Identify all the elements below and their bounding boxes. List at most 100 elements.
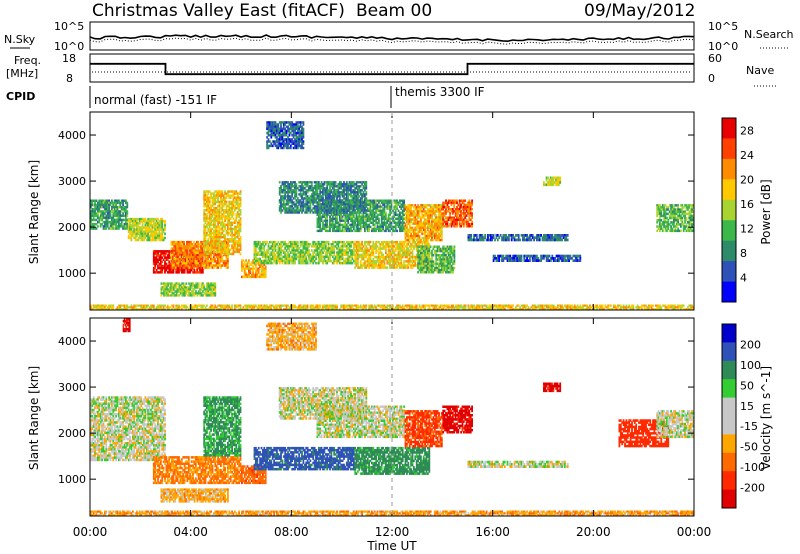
heatmap-cell xyxy=(203,250,206,254)
heatmap-cell xyxy=(248,259,250,262)
heatmap-cell xyxy=(306,259,309,263)
heatmap-cell xyxy=(262,267,264,270)
heatmap-cell xyxy=(333,213,336,216)
heatmap-cell xyxy=(222,204,225,208)
heatmap-cell xyxy=(235,242,238,245)
heatmap-cell xyxy=(301,261,303,265)
heatmap-cell xyxy=(217,240,219,243)
heatmap-cell xyxy=(125,205,127,209)
heatmap-cell xyxy=(164,226,166,229)
heatmap-cell xyxy=(195,245,198,248)
heatmap-cell xyxy=(302,247,305,250)
heatmap-cell xyxy=(303,253,306,256)
heatmap-cell xyxy=(191,264,194,267)
heatmap-cell xyxy=(208,227,211,231)
heatmap-cell xyxy=(136,228,138,231)
heatmap-cell xyxy=(169,269,172,272)
heatmap-cell xyxy=(323,245,326,248)
heatmap-cell xyxy=(190,245,193,248)
heatmap-cell xyxy=(347,240,350,244)
heatmap-cell xyxy=(201,243,204,246)
heatmap-cell xyxy=(227,244,229,247)
heatmap-cell xyxy=(329,215,331,218)
heatmap-cell xyxy=(210,213,212,216)
heatmap-cell xyxy=(231,238,233,241)
heatmap-cell xyxy=(273,247,275,250)
heatmap-cell xyxy=(112,223,115,226)
heatmap-cell xyxy=(289,251,292,254)
heatmap-cell xyxy=(217,250,219,254)
heatmap-cell xyxy=(245,265,247,268)
heatmap-cell xyxy=(259,247,261,250)
heatmap-cell xyxy=(289,243,292,246)
heatmap-cell xyxy=(221,190,224,193)
heatmap-cell xyxy=(221,240,224,244)
heatmap-cell xyxy=(347,227,350,231)
heatmap-cell xyxy=(91,225,94,228)
heatmap-cell xyxy=(228,202,231,206)
heatmap-cell xyxy=(197,257,200,261)
heatmap-cell xyxy=(151,230,154,233)
heatmap-cell xyxy=(188,288,190,291)
heatmap-cell xyxy=(267,255,270,259)
heatmap-cell xyxy=(288,249,291,252)
heatmap-cell xyxy=(155,238,158,242)
heatmap-cell xyxy=(299,243,302,246)
heatmap-cell xyxy=(288,259,291,263)
heatmap-cell xyxy=(197,240,200,244)
heatmap-cell xyxy=(299,257,302,261)
heatmap-cell xyxy=(229,223,232,227)
heatmap-cell xyxy=(134,220,137,223)
heatmap-cell xyxy=(295,240,298,244)
heatmap-cell xyxy=(193,286,196,289)
heatmap-cell xyxy=(131,234,134,238)
heatmap-cell xyxy=(185,292,188,295)
heatmap-cell xyxy=(113,199,116,202)
heatmap-cell xyxy=(90,216,92,220)
heatmap-cell xyxy=(312,259,315,263)
heatmap-cell xyxy=(355,219,358,222)
heatmap-cell xyxy=(232,213,235,216)
heatmap-cell xyxy=(207,200,210,204)
heatmap-cell xyxy=(189,269,192,272)
heatmap-cell xyxy=(150,230,152,233)
heatmap-cell xyxy=(116,201,119,205)
heatmap-cell xyxy=(181,292,183,295)
heatmap-cell xyxy=(331,249,334,252)
heatmap-cell xyxy=(234,190,236,193)
heatmap-cell xyxy=(220,196,222,199)
heatmap-cell xyxy=(264,255,267,259)
heatmap-cell xyxy=(158,230,161,233)
heatmap-cell xyxy=(99,214,102,217)
heatmap-cell xyxy=(143,232,145,236)
heatmap-cell xyxy=(236,211,239,214)
heatmap-cell xyxy=(231,215,233,218)
heatmap-cell xyxy=(348,257,351,261)
heatmap-cell xyxy=(203,252,206,256)
heatmap-cell xyxy=(338,229,341,233)
heatmap-cell xyxy=(192,292,195,295)
heatmap-cell xyxy=(131,217,134,221)
heatmap-cell xyxy=(227,209,229,212)
heatmap-cell xyxy=(172,269,175,272)
heatmap-cell xyxy=(150,228,152,231)
heatmap-cell xyxy=(197,292,200,295)
heatmap-cell xyxy=(193,262,196,266)
heatmap-cell xyxy=(260,259,263,263)
heatmap-cell xyxy=(112,220,115,224)
heatmap-cell xyxy=(218,240,221,243)
heatmap-cell xyxy=(294,261,296,265)
heatmap-cell xyxy=(211,288,214,291)
heatmap-cell xyxy=(191,245,194,248)
heatmap-cell xyxy=(236,215,239,218)
heatmap-cell xyxy=(148,230,151,233)
heatmap-cell xyxy=(164,220,166,223)
heatmap-cell xyxy=(204,260,207,263)
heatmap-cell xyxy=(201,253,204,257)
heatmap-cell xyxy=(217,260,219,263)
heatmap-cell xyxy=(358,217,361,220)
heatmap-cell xyxy=(255,251,257,254)
heatmap-cell xyxy=(152,266,155,270)
heatmap-cell xyxy=(298,259,301,263)
